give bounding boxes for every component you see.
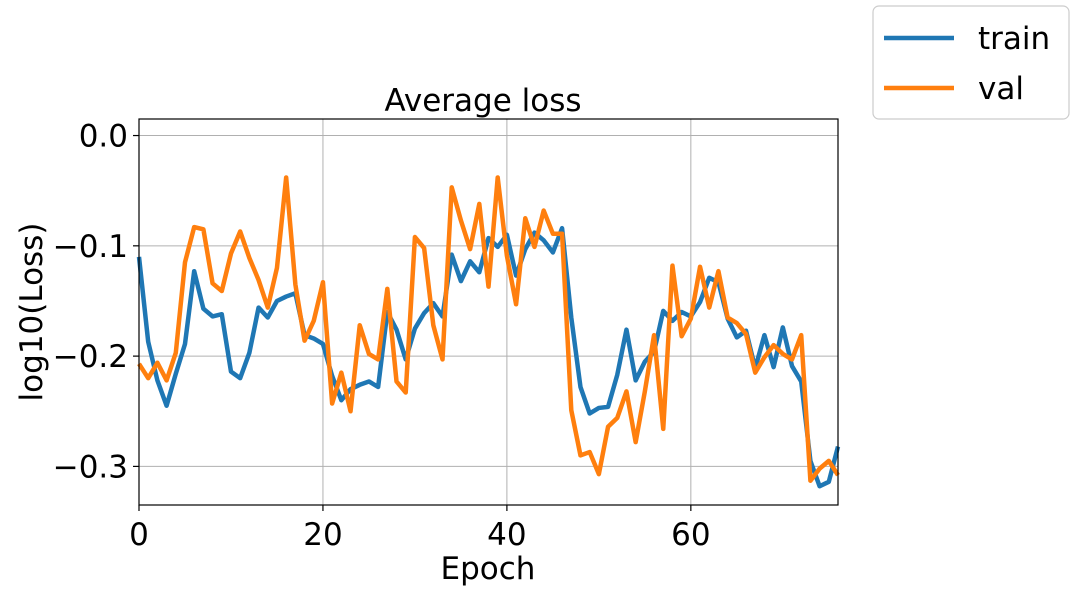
chart-title: Average loss	[384, 83, 581, 119]
plot-frame	[138, 118, 839, 506]
y-axis-label: log10(Loss)	[14, 223, 50, 402]
y-tick-label: −0.3	[53, 449, 128, 485]
x-tick-label: 20	[303, 517, 342, 553]
x-tick-label: 60	[671, 517, 710, 553]
grid-lines	[138, 119, 838, 505]
axis-ticks: 0 20 40 60 0.0 −0.1 −0.2 −0.3	[53, 119, 711, 553]
x-tick-label: 0	[129, 517, 149, 553]
y-tick-label: −0.2	[53, 339, 128, 375]
plot-lines	[136, 175, 841, 489]
series-line-val	[137, 175, 840, 483]
y-tick-label: −0.1	[53, 229, 128, 265]
legend: train val	[872, 5, 1070, 120]
x-axis-label: Epoch	[441, 551, 536, 587]
legend-label-train: train	[978, 21, 1050, 57]
y-tick-label: 0.0	[79, 119, 128, 155]
legend-box	[872, 5, 1070, 120]
x-tick-label: 40	[487, 517, 526, 553]
legend-label-val: val	[978, 71, 1024, 107]
